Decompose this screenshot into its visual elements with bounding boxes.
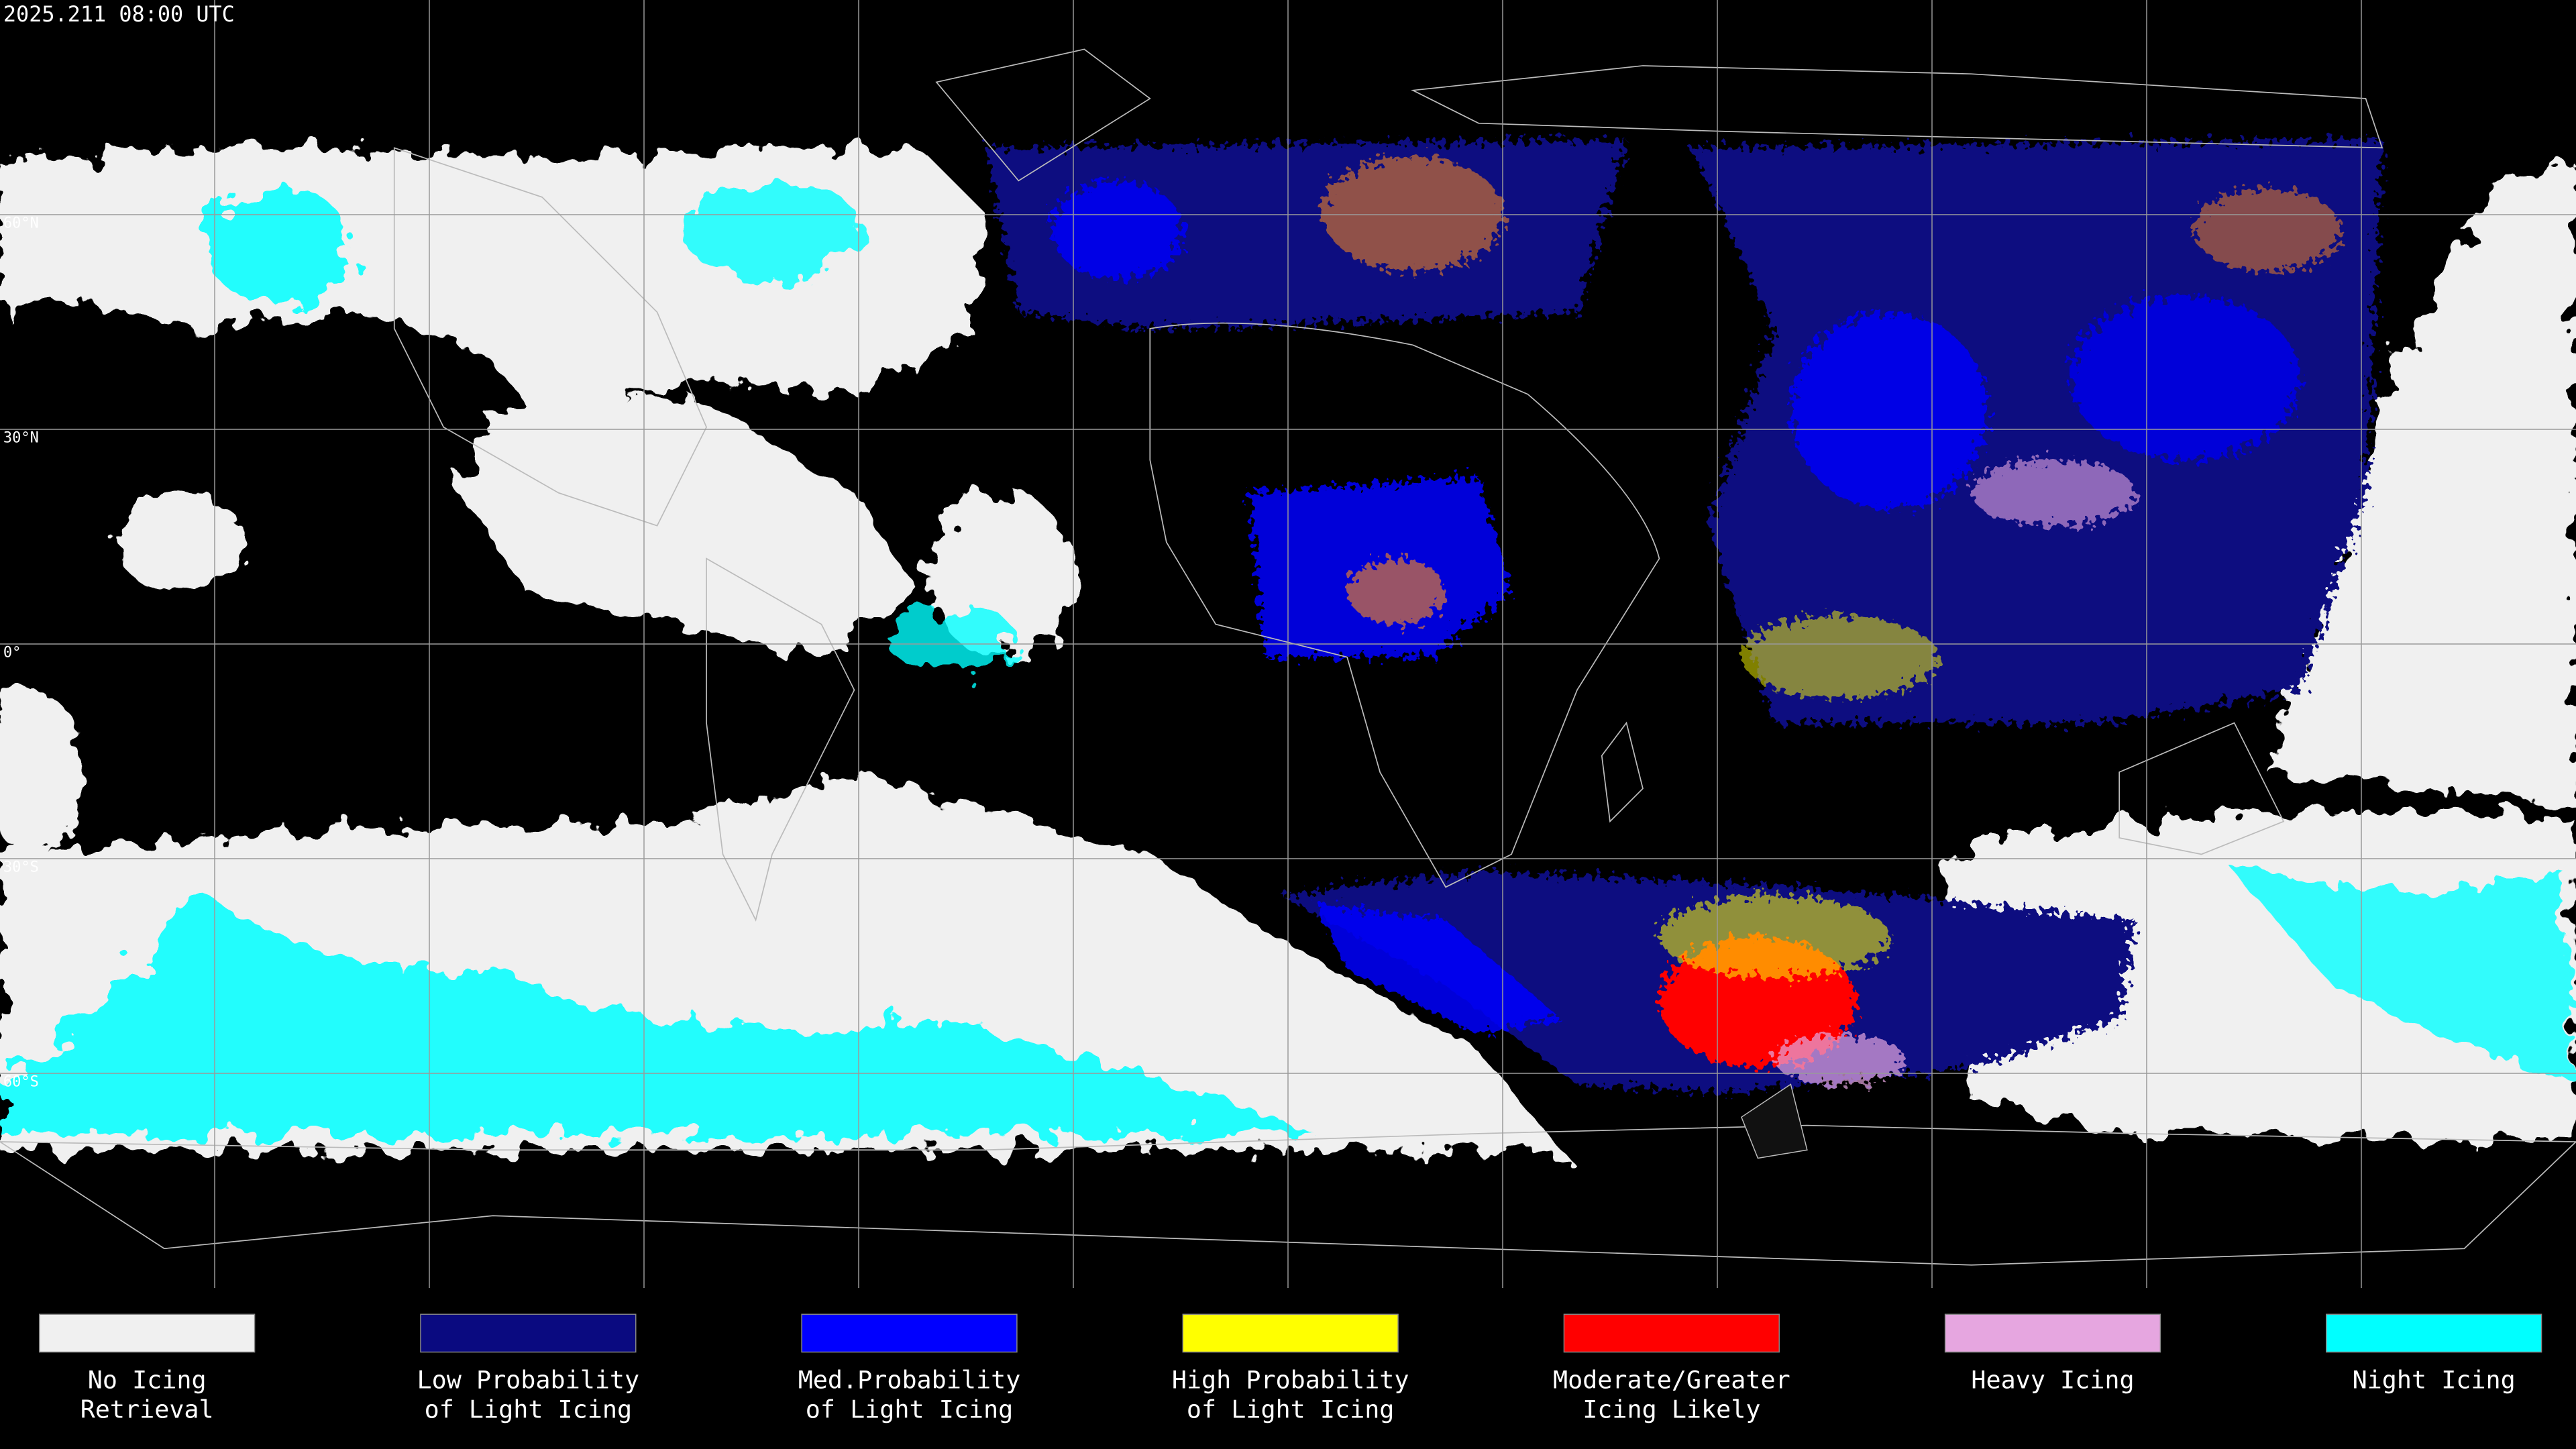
- timestamp: 2025.211 08:00 UTC: [3, 1, 235, 27]
- legend-label: Low Probability: [417, 1365, 640, 1394]
- latitude-label: 30°S: [3, 859, 39, 876]
- legend-label: Moderate/Greater: [1553, 1365, 1790, 1394]
- icing-fields: [985, 140, 2383, 1093]
- legend-label: of Light Icing: [425, 1395, 633, 1424]
- legend-label: Heavy Icing: [1971, 1365, 2134, 1394]
- latitude-label: 0°: [3, 645, 21, 661]
- legend-swatch: [1182, 1313, 1399, 1353]
- legend-swatch: [2326, 1313, 2542, 1353]
- legend-swatch: [39, 1313, 256, 1353]
- legend-label: of Light Icing: [1187, 1395, 1395, 1424]
- legend-label: High Probability: [1172, 1365, 1409, 1394]
- coastlines: [0, 48, 2576, 1266]
- legend-swatch: [420, 1313, 637, 1353]
- legend-label: of Light Icing: [806, 1395, 1013, 1424]
- legend-label: Retrieval: [80, 1395, 214, 1424]
- legend-swatch: [1944, 1313, 2161, 1353]
- legend-label: Icing Likely: [1582, 1395, 1760, 1424]
- latitude-labels: 60°N 30°N 0° 30°S 60°S: [3, 215, 39, 1091]
- legend-swatch: [1563, 1313, 1780, 1353]
- landmark-shadow: [1741, 1083, 1808, 1159]
- map: [0, 0, 2576, 1288]
- cloud-layer-west: [0, 144, 2576, 1150]
- latitude-label: 30°N: [3, 430, 39, 447]
- graticule: [0, 0, 2576, 1288]
- legend-label: Med.Probability: [798, 1365, 1021, 1394]
- legend-swatch: [801, 1313, 1018, 1353]
- latitude-label: 60°N: [3, 215, 39, 232]
- latitude-label: 60°S: [3, 1074, 39, 1091]
- legend-label: No Icing: [88, 1365, 207, 1394]
- legend-label: Night Icing: [2353, 1365, 2516, 1394]
